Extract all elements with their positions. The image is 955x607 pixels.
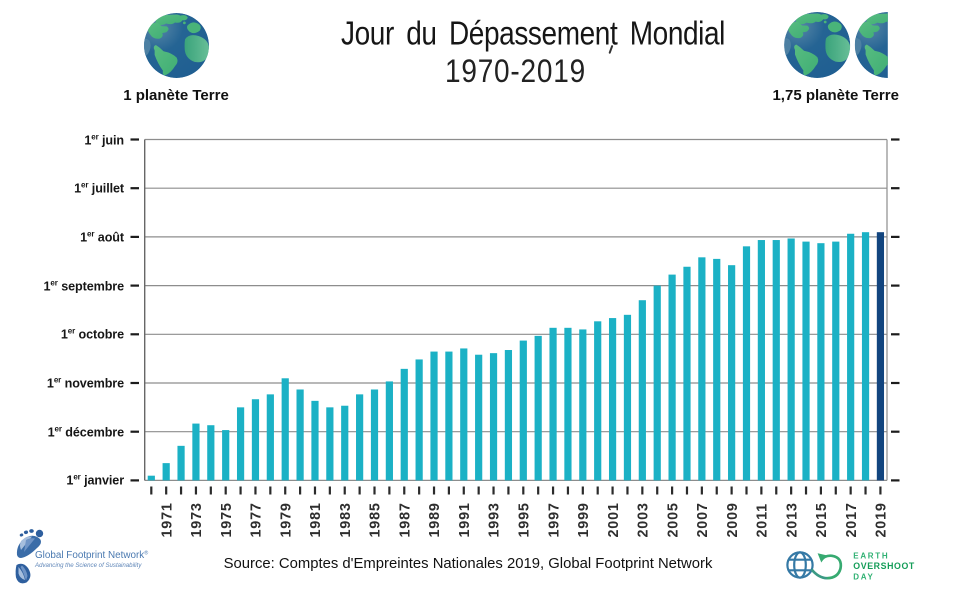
svg-text:1995: 1995 [517,502,533,537]
svg-text:1993: 1993 [487,502,503,537]
svg-text:Global Footprint Network®: Global Footprint Network® [35,549,148,561]
svg-text:2015: 2015 [814,502,830,537]
svg-text:1987: 1987 [398,502,414,537]
svg-text:2017: 2017 [844,502,860,537]
svg-text:DAY: DAY [853,573,874,582]
svg-text:1989: 1989 [427,502,443,537]
svg-text:Advancing the Science of Susta: Advancing the Science of Sustainability [34,562,142,569]
svg-text:1971: 1971 [159,502,175,537]
svg-text:1985: 1985 [368,502,384,537]
svg-text:2011: 2011 [755,503,771,537]
svg-text:EARTH: EARTH [853,552,889,561]
svg-text:1973: 1973 [189,502,205,537]
svg-text:2019: 2019 [874,502,890,537]
svg-text:1991: 1991 [457,502,473,537]
svg-text:1981: 1981 [308,502,324,537]
svg-text:OVERSHOOT: OVERSHOOT [853,561,915,571]
svg-text:2009: 2009 [725,502,741,537]
svg-text:2007: 2007 [695,502,711,537]
svg-text:2005: 2005 [665,502,681,537]
svg-text:1979: 1979 [278,502,294,537]
svg-text:2003: 2003 [636,502,652,537]
svg-text:1999: 1999 [576,502,592,537]
svg-text:1983: 1983 [338,502,354,537]
svg-text:1997: 1997 [546,502,562,537]
svg-text:1975: 1975 [219,502,235,537]
svg-text:2013: 2013 [784,502,800,537]
svg-text:2001: 2001 [606,502,622,537]
svg-text:1977: 1977 [249,502,265,537]
